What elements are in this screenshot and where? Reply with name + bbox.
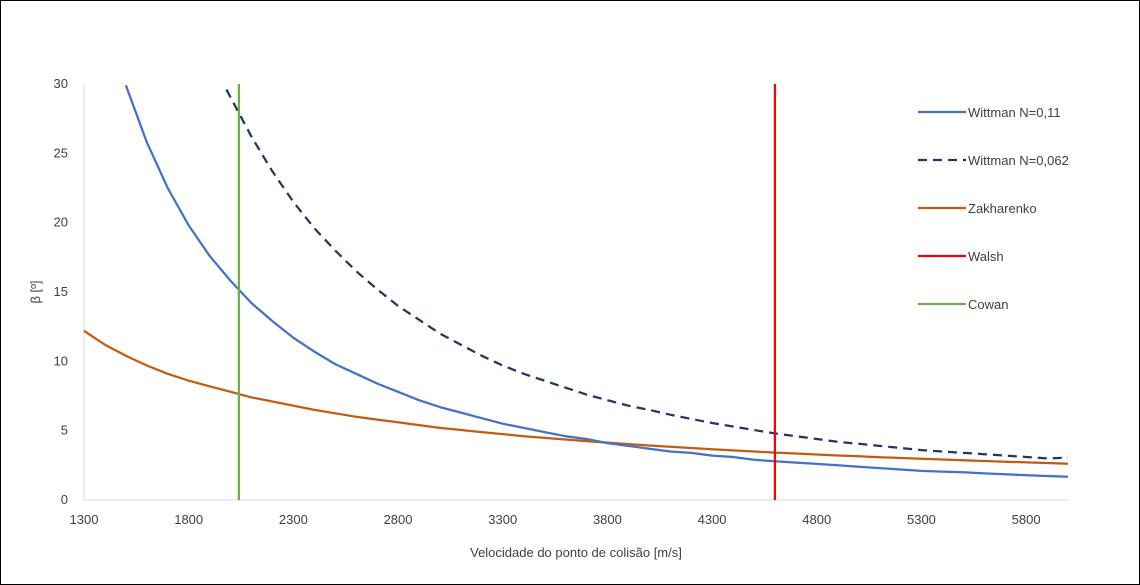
legend-label: Walsh [968, 249, 1004, 264]
x-tick-label: 2800 [384, 512, 413, 527]
legend-label: Wittman N=0,062 [968, 153, 1069, 168]
y-tick-label: 15 [54, 284, 68, 299]
series-line-wittman-n-0-062 [225, 88, 1069, 460]
y-tick-label: 25 [54, 145, 68, 160]
y-tick-label: 0 [61, 492, 68, 507]
legend-label: Wittman N=0,11 [968, 105, 1061, 120]
x-axis-title: Velocidade do ponto de colisão [m/s] [470, 545, 682, 560]
y-tick-label: 5 [61, 423, 68, 438]
legend-label: Cowan [968, 297, 1008, 312]
x-tick-label: 1300 [70, 512, 99, 527]
x-tick-label: 2300 [279, 512, 308, 527]
x-tick-label: 5800 [1012, 512, 1041, 527]
x-tick-label: 4300 [698, 512, 727, 527]
y-tick-label: 20 [54, 215, 68, 230]
legend-label: Zakharenko [968, 201, 1037, 216]
y-tick-label: 30 [54, 76, 68, 91]
x-tick-label: 3800 [593, 512, 622, 527]
series-line-wittman-n-0-11 [124, 85, 1069, 478]
x-tick-label: 4800 [802, 512, 831, 527]
x-tick-label: 5300 [907, 512, 936, 527]
y-tick-label: 10 [54, 353, 68, 368]
y-axis-title: β [º] [28, 280, 43, 303]
plot-area [83, 84, 1069, 500]
x-tick-label: 1800 [174, 512, 203, 527]
x-tick-label: 3300 [488, 512, 517, 527]
legend: Wittman N=0,11 Wittman N=0,062 Zakharenko W… [918, 105, 1069, 312]
axes: 0 5 10 15 20 25 30 1300 1800 2300 2800 3300 3800 4300… [54, 76, 1068, 527]
series-line-zakharenko [83, 329, 1069, 465]
